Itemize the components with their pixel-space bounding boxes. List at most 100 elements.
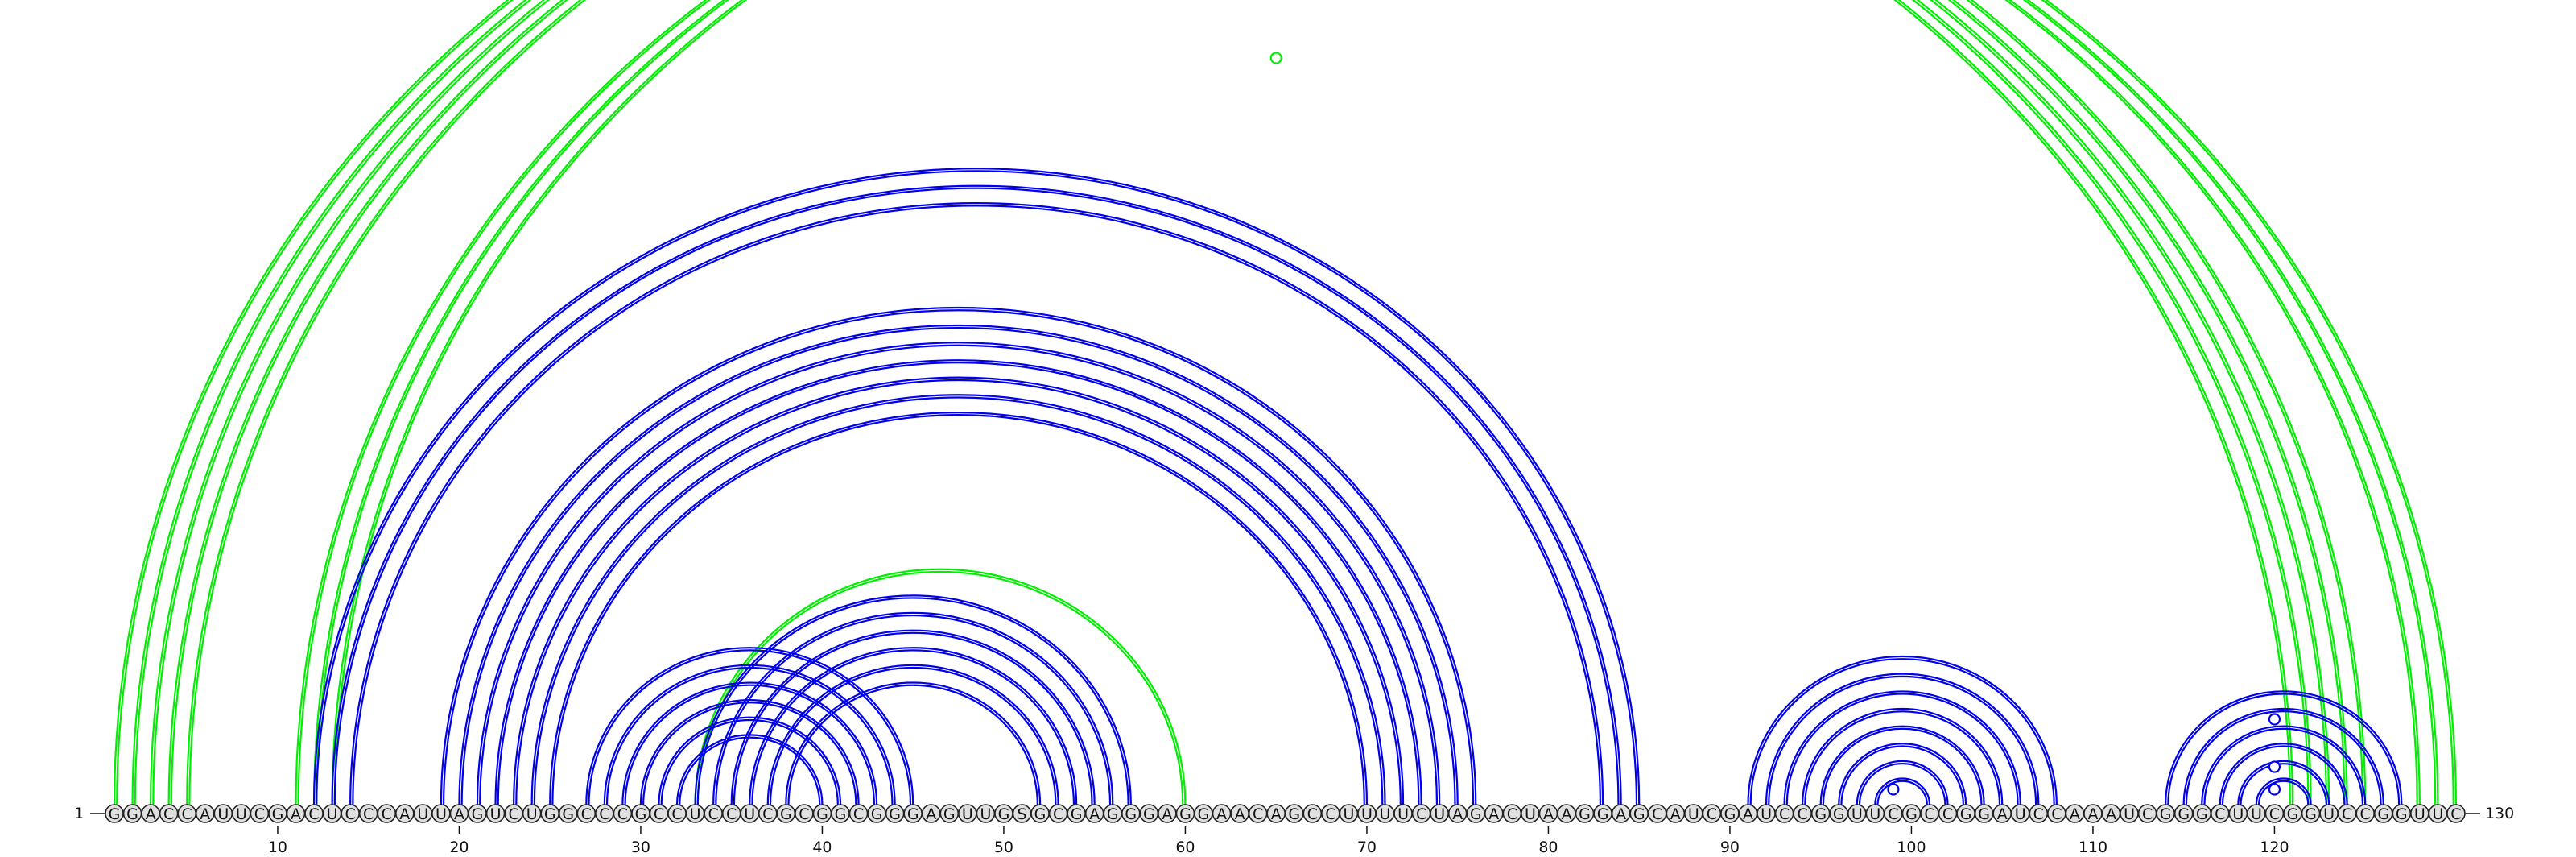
tick-label: 100 bbox=[1897, 838, 1926, 856]
svg-text:A: A bbox=[1488, 805, 1499, 823]
nucleotide: C bbox=[504, 804, 523, 823]
svg-text:U: U bbox=[1343, 805, 1354, 823]
svg-text:A: A bbox=[1452, 805, 1463, 823]
nucleotide: A bbox=[1084, 804, 1104, 823]
structure-b-arc bbox=[297, 0, 2418, 805]
nucleotide: C bbox=[2337, 804, 2357, 823]
nucleotide: G bbox=[939, 804, 960, 823]
structure-b-arc bbox=[696, 570, 1184, 805]
svg-text:U: U bbox=[2251, 805, 2262, 823]
svg-text:C: C bbox=[2215, 805, 2225, 823]
nucleotide: U bbox=[1357, 804, 1377, 823]
nucleotide: C bbox=[2047, 804, 2066, 823]
svg-text:C: C bbox=[1707, 805, 1717, 823]
structure-a-arc bbox=[585, 647, 914, 805]
structure-a-arc bbox=[712, 611, 1114, 805]
svg-text:C: C bbox=[1888, 805, 1898, 823]
svg-text:U: U bbox=[1380, 805, 1391, 823]
structure-a-arc bbox=[316, 169, 1638, 805]
structure-a-arc bbox=[1783, 690, 2021, 805]
nucleotide: A bbox=[2101, 804, 2121, 823]
structure-b-arc bbox=[131, 0, 2312, 805]
svg-text:G: G bbox=[2196, 805, 2208, 823]
nucleotide: A bbox=[449, 804, 469, 823]
structure-a-arc bbox=[2203, 727, 2364, 805]
structure-a-arc bbox=[1874, 777, 1931, 805]
structure-a-arc bbox=[2185, 710, 2382, 805]
svg-text:U: U bbox=[744, 805, 755, 823]
nucleotide: U bbox=[2120, 804, 2139, 823]
nucleotide: C bbox=[1702, 804, 1722, 823]
nucleotide: G bbox=[1067, 804, 1086, 823]
svg-text:C: C bbox=[508, 805, 518, 823]
tick: 90 bbox=[1720, 826, 1740, 856]
structure-a-arc bbox=[696, 597, 1129, 805]
svg-text:C: C bbox=[2033, 805, 2044, 823]
structure-b-arc bbox=[316, 0, 2437, 805]
nucleotide: C bbox=[358, 804, 378, 823]
nucleotide: U bbox=[685, 804, 705, 823]
svg-text:C: C bbox=[581, 805, 592, 823]
svg-text:C: C bbox=[2051, 805, 2062, 823]
svg-text:C: C bbox=[2450, 805, 2461, 823]
svg-text:A: A bbox=[1997, 805, 2008, 823]
nucleotide: A bbox=[195, 804, 215, 823]
structure-a-arc bbox=[2221, 745, 2346, 805]
nucleotide: G bbox=[468, 804, 487, 823]
svg-text:C: C bbox=[708, 805, 719, 823]
tick: 20 bbox=[449, 826, 469, 856]
svg-text:C: C bbox=[1307, 805, 1318, 823]
position-axis: 10 20 30 40 50 60 70 80 90 100 110 120 bbox=[268, 826, 2289, 856]
structure-b-arc bbox=[694, 568, 1187, 805]
nucleotide: U bbox=[413, 804, 433, 823]
nucleotide: G bbox=[1103, 804, 1123, 823]
svg-text:U: U bbox=[417, 805, 428, 823]
nucleotide: G bbox=[812, 804, 832, 823]
structure-a-arc bbox=[440, 306, 1477, 805]
nucleotide: G bbox=[2301, 804, 2321, 823]
svg-text:G: G bbox=[1179, 805, 1191, 823]
nucleotide: C bbox=[250, 804, 270, 823]
structure-a-arc bbox=[2258, 780, 2310, 805]
structure-a-arc bbox=[513, 376, 1405, 805]
tick: 100 bbox=[1897, 826, 1926, 856]
structure-a-arc bbox=[2167, 693, 2401, 805]
structure-b-arc bbox=[167, 0, 2348, 805]
svg-text:C: C bbox=[1942, 805, 1953, 823]
structure-a-arc bbox=[312, 167, 1641, 805]
svg-text:C: C bbox=[1253, 805, 1263, 823]
nucleotide: G bbox=[1194, 804, 1213, 823]
nucleotide: G bbox=[2174, 804, 2194, 823]
tick: 110 bbox=[2079, 826, 2107, 856]
svg-text:G: G bbox=[2377, 805, 2389, 823]
svg-text:A: A bbox=[926, 805, 936, 823]
nucleotide: G bbox=[1593, 804, 1612, 823]
svg-text:A: A bbox=[1670, 805, 1681, 823]
structure-b-arc bbox=[186, 0, 2367, 805]
structure-a-arc bbox=[1785, 693, 2019, 805]
svg-text:G: G bbox=[2178, 805, 2190, 823]
svg-text:C: C bbox=[308, 805, 319, 823]
svg-text:C: C bbox=[599, 805, 609, 823]
nucleotide: A bbox=[2065, 804, 2085, 823]
nucleotide: G bbox=[1810, 804, 1831, 823]
svg-text:G: G bbox=[635, 805, 647, 823]
svg-text:U: U bbox=[236, 805, 247, 823]
structure-a-arc bbox=[458, 324, 1459, 805]
structure-a-arc bbox=[1747, 655, 2058, 805]
svg-text:U: U bbox=[1434, 805, 1445, 823]
structure-a-arc bbox=[2255, 777, 2312, 805]
structure-b-arc bbox=[134, 0, 2310, 805]
arc-marker bbox=[1269, 52, 1282, 64]
svg-text:G: G bbox=[1125, 805, 1137, 823]
nucleotide: G bbox=[1956, 804, 1975, 823]
svg-text:A: A bbox=[1271, 805, 1282, 823]
svg-text:G: G bbox=[1905, 805, 1918, 823]
nucleotide: C bbox=[2137, 804, 2157, 823]
structure-a-arc bbox=[2237, 760, 2330, 805]
svg-text:C: C bbox=[2342, 805, 2352, 823]
nucleotide: A bbox=[394, 804, 415, 823]
nucleotide: A bbox=[1447, 804, 1468, 823]
nucleotide: C bbox=[1793, 804, 1812, 823]
svg-text:A: A bbox=[1216, 805, 1227, 823]
